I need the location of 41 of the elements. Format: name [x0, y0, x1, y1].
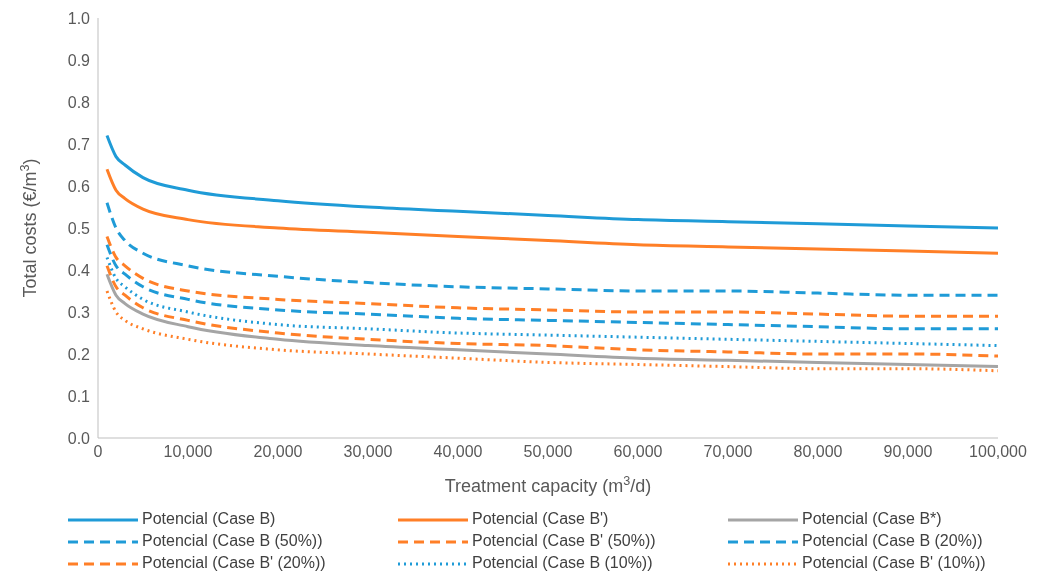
y-tick-label: 0.1	[67, 387, 91, 405]
line-series	[105, 272, 998, 369]
x-tick-label: 60,000	[613, 443, 663, 461]
y-tick-label: 0.7	[67, 135, 91, 153]
y-tick-label: 0.4	[67, 261, 91, 279]
x-tick-label: 10,000	[163, 443, 213, 461]
x-tick-label: 0	[93, 443, 103, 461]
x-tick-label: 90,000	[883, 443, 933, 461]
line-series	[105, 167, 998, 255]
y-tick-label: 1.0	[67, 9, 91, 27]
line-series	[105, 243, 998, 331]
x-tick-label: 80,000	[793, 443, 843, 461]
legend-label: Potencial (Case B' (10%))	[801, 553, 987, 573]
line-series	[105, 255, 998, 348]
y-tick-label: 0.6	[67, 177, 91, 195]
x-tick-label: 20,000	[253, 443, 303, 461]
line-series	[105, 201, 998, 297]
y-tick-label: 0.2	[67, 345, 91, 363]
x-axis-title: Treatment capacity (m$^{3}$/d)	[444, 474, 652, 496]
legend-label: Potencial (Case B' (50%))	[471, 531, 657, 551]
y-tick-label: 0.3	[67, 303, 91, 321]
legend-label: Potencial (Case B)	[141, 509, 277, 529]
y-tick-label: 0.0	[67, 429, 91, 447]
legend-label: Potencial (Case B*)	[801, 509, 943, 529]
legend-label: Potencial (Case B')	[471, 509, 610, 529]
legend-label: Potencial (Case B' (20%))	[141, 553, 327, 573]
line-series	[105, 234, 998, 318]
legend-label: Potencial (Case B (10%))	[471, 553, 654, 573]
legend-label: Potencial (Case B (50%))	[141, 531, 324, 551]
line-series	[105, 134, 998, 230]
y-tick-label: 0.5	[67, 219, 91, 237]
line-series	[105, 264, 998, 358]
x-tick-label: 50,000	[523, 443, 573, 461]
line-series	[105, 289, 998, 373]
legend-label: Potencial (Case B (20%))	[801, 531, 984, 551]
x-tick-label: 70,000	[703, 443, 753, 461]
y-tick-label: 0.8	[67, 93, 91, 111]
x-tick-label: 30,000	[343, 443, 393, 461]
y-tick-label: 0.9	[67, 51, 91, 69]
x-tick-label: 40,000	[433, 443, 483, 461]
x-tick-label: 100,000	[969, 443, 1028, 461]
